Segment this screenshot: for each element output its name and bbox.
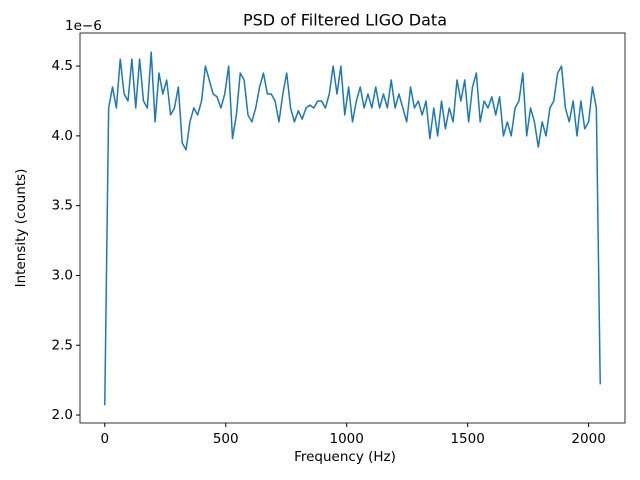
y-tick-label: 4.5: [52, 58, 73, 74]
y-axis-label: Intensity (counts): [13, 169, 29, 288]
y-tick-label: 2.5: [52, 337, 73, 353]
x-tick-label: 500: [213, 431, 239, 447]
plot-frame: [79, 32, 626, 424]
y-tick-label: 3.0: [52, 267, 73, 283]
x-axis-label: Frequency (Hz): [294, 449, 396, 465]
chart-title: PSD of Filtered LIGO Data: [243, 11, 447, 30]
x-tick-label: 2000: [571, 431, 605, 447]
y-offset-label: 1e−6: [65, 18, 102, 34]
x-tick-label: 1500: [450, 431, 484, 447]
y-tick-label: 3.5: [52, 198, 73, 214]
y-tick-label: 2.0: [52, 407, 73, 423]
y-tick-label: 4.0: [52, 128, 73, 144]
data-line: [104, 51, 601, 406]
x-tick-label: 1000: [330, 431, 364, 447]
x-tick-label: 0: [100, 431, 109, 447]
